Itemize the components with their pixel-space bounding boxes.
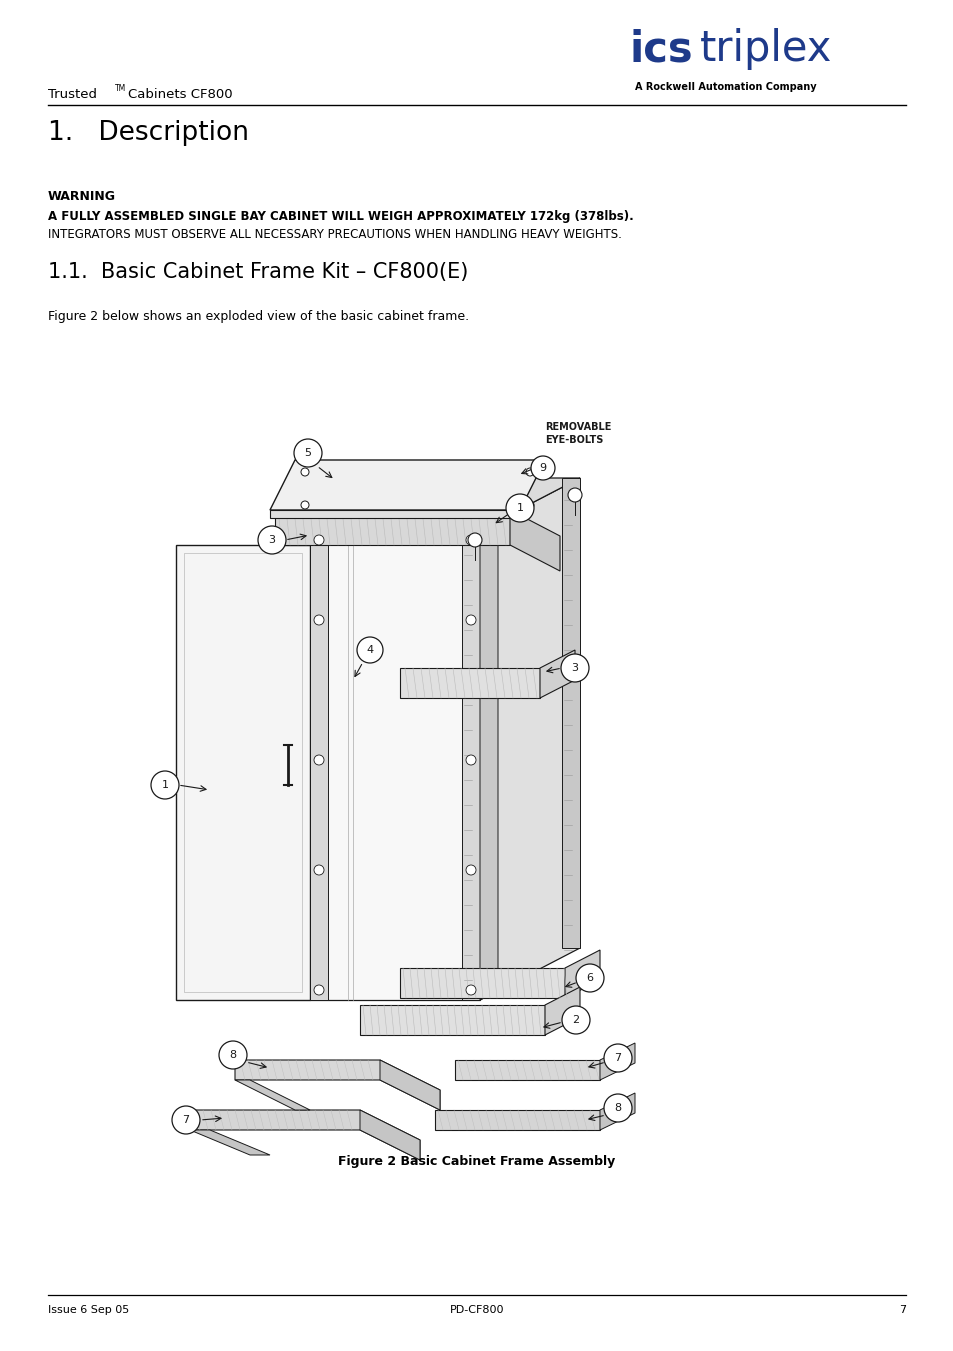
- Polygon shape: [310, 530, 479, 1000]
- Text: INTEGRATORS MUST OBSERVE ALL NECESSARY PRECAUTIONS WHEN HANDLING HEAVY WEIGHTS.: INTEGRATORS MUST OBSERVE ALL NECESSARY P…: [48, 228, 621, 240]
- Text: REMOVABLE
EYE-BOLTS: REMOVABLE EYE-BOLTS: [544, 422, 611, 444]
- Text: 8: 8: [230, 1050, 236, 1061]
- Text: Figure 2 below shows an exploded view of the basic cabinet frame.: Figure 2 below shows an exploded view of…: [48, 309, 469, 323]
- Polygon shape: [359, 1005, 544, 1035]
- Text: Figure 2 Basic Cabinet Frame Assembly: Figure 2 Basic Cabinet Frame Assembly: [338, 1155, 615, 1169]
- Text: 7: 7: [182, 1115, 190, 1125]
- Polygon shape: [190, 1111, 419, 1161]
- Circle shape: [465, 615, 476, 626]
- Circle shape: [525, 467, 534, 476]
- Text: 7: 7: [614, 1052, 621, 1063]
- Circle shape: [468, 534, 481, 547]
- Text: Trusted: Trusted: [48, 88, 97, 101]
- Text: 1.   Description: 1. Description: [48, 120, 249, 146]
- Polygon shape: [175, 544, 310, 1000]
- Text: 1: 1: [161, 780, 169, 790]
- Polygon shape: [599, 1043, 635, 1079]
- Circle shape: [567, 488, 581, 503]
- Polygon shape: [399, 969, 564, 998]
- Text: 3: 3: [571, 663, 578, 673]
- Polygon shape: [310, 530, 328, 1000]
- Circle shape: [294, 439, 322, 467]
- Circle shape: [561, 1006, 589, 1034]
- Circle shape: [314, 865, 324, 875]
- Polygon shape: [510, 509, 559, 571]
- Polygon shape: [599, 1093, 635, 1129]
- Text: 2: 2: [572, 1015, 579, 1025]
- Polygon shape: [270, 509, 519, 517]
- Circle shape: [301, 501, 309, 509]
- Circle shape: [603, 1094, 631, 1121]
- Circle shape: [465, 535, 476, 544]
- Circle shape: [560, 654, 588, 682]
- Text: ics: ics: [629, 28, 693, 70]
- Polygon shape: [234, 1079, 310, 1111]
- Text: TM: TM: [115, 84, 126, 93]
- Circle shape: [576, 965, 603, 992]
- Circle shape: [505, 494, 534, 521]
- Circle shape: [314, 985, 324, 994]
- Polygon shape: [564, 950, 599, 998]
- Circle shape: [356, 638, 382, 663]
- Polygon shape: [544, 988, 579, 1035]
- Text: PD-CF800: PD-CF800: [449, 1305, 504, 1315]
- Text: 7: 7: [898, 1305, 905, 1315]
- Polygon shape: [435, 1111, 599, 1129]
- Text: 8: 8: [614, 1102, 621, 1113]
- Circle shape: [525, 501, 534, 509]
- Polygon shape: [539, 650, 575, 698]
- Polygon shape: [455, 1061, 599, 1079]
- Text: Issue 6 Sep 05: Issue 6 Sep 05: [48, 1305, 129, 1315]
- Polygon shape: [461, 530, 479, 1000]
- Circle shape: [531, 457, 555, 480]
- Polygon shape: [270, 459, 544, 509]
- Polygon shape: [479, 521, 497, 1000]
- Polygon shape: [310, 478, 579, 530]
- Circle shape: [314, 755, 324, 765]
- Polygon shape: [399, 667, 539, 698]
- Text: WARNING: WARNING: [48, 190, 116, 203]
- Text: 4: 4: [366, 644, 374, 655]
- Text: 9: 9: [538, 463, 546, 473]
- Circle shape: [219, 1042, 247, 1069]
- Text: A Rockwell Automation Company: A Rockwell Automation Company: [635, 82, 816, 92]
- Text: triplex: triplex: [700, 28, 832, 70]
- Circle shape: [603, 1044, 631, 1071]
- Circle shape: [257, 526, 286, 554]
- Text: Cabinets CF800: Cabinets CF800: [128, 88, 233, 101]
- Circle shape: [465, 985, 476, 994]
- Text: A FULLY ASSEMBLED SINGLE BAY CABINET WILL WEIGH APPROXIMATELY 172kg (378lbs).: A FULLY ASSEMBLED SINGLE BAY CABINET WIL…: [48, 209, 633, 223]
- Circle shape: [465, 755, 476, 765]
- Text: 5: 5: [304, 449, 312, 458]
- Circle shape: [314, 615, 324, 626]
- Polygon shape: [359, 1111, 419, 1161]
- Text: 6: 6: [586, 973, 593, 984]
- Circle shape: [301, 467, 309, 476]
- Polygon shape: [234, 1061, 439, 1111]
- Circle shape: [151, 771, 179, 798]
- Polygon shape: [561, 478, 579, 948]
- Circle shape: [172, 1106, 200, 1133]
- Circle shape: [314, 535, 324, 544]
- Text: 1: 1: [516, 503, 523, 513]
- Text: 1.1.  Basic Cabinet Frame Kit – CF800(E): 1.1. Basic Cabinet Frame Kit – CF800(E): [48, 262, 468, 282]
- Polygon shape: [379, 1061, 439, 1111]
- Polygon shape: [190, 1129, 270, 1155]
- Polygon shape: [274, 509, 510, 544]
- Text: 3: 3: [268, 535, 275, 544]
- Polygon shape: [479, 478, 579, 1000]
- Circle shape: [465, 865, 476, 875]
